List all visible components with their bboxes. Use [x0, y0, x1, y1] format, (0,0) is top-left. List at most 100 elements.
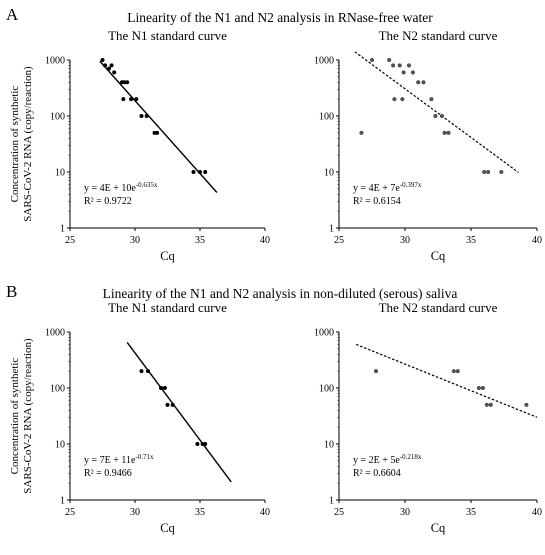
data-point — [373, 369, 379, 374]
data-point — [121, 97, 126, 102]
data-point — [134, 97, 139, 102]
data-point — [159, 386, 163, 390]
y-tick-label: 100 — [50, 112, 65, 123]
y-tick-label: 1000 — [314, 56, 334, 67]
data-point — [446, 130, 451, 135]
data-point — [442, 130, 447, 135]
data-point — [203, 442, 208, 446]
data-point — [203, 170, 208, 174]
trend-equation: y = 7E + 11e-0.71x — [84, 453, 154, 466]
data-point — [400, 97, 405, 102]
data-point — [429, 97, 434, 102]
data-point — [433, 113, 438, 119]
data-point — [439, 113, 445, 119]
data-point — [112, 70, 117, 75]
data-point — [392, 97, 397, 102]
x-tick-label: 40 — [260, 235, 270, 246]
x-tick-label: 30 — [130, 507, 140, 518]
panel-title-a: Linearity of the N1 and N2 analysis in R… — [127, 10, 433, 25]
x-tick-label: 25 — [334, 235, 344, 246]
data-point — [486, 169, 491, 175]
data-point — [499, 169, 504, 175]
y-axis-label: SARS-CoV-2 RNA (copy/reaction) — [22, 338, 34, 494]
data-point — [109, 63, 114, 68]
r-squared: R² = 0.6154 — [353, 196, 401, 207]
r-squared: R² = 0.9466 — [84, 468, 132, 479]
y-tick-label: 100 — [319, 384, 334, 395]
x-tick-label: 40 — [260, 507, 270, 518]
data-point — [155, 130, 160, 135]
r-squared: R² = 0.9722 — [84, 196, 132, 207]
data-point — [144, 114, 149, 118]
trend-equation: y = 4E + 7e-0.397x — [353, 181, 422, 194]
y-tick-label: 100 — [50, 384, 65, 395]
chart-a-n2: The N2 standard curve 25 30 35 40 1 10 100 1000 C… — [314, 28, 542, 263]
chart-title: The N1 standard curve — [108, 300, 227, 315]
data-point — [369, 57, 375, 63]
x-tick-label: 30 — [400, 235, 410, 246]
data-point — [195, 442, 200, 446]
x-tick-label: 35 — [466, 507, 476, 518]
data-point — [406, 63, 412, 68]
y-tick-label: 10 — [324, 440, 334, 451]
data-point — [524, 402, 529, 407]
data-point — [480, 385, 485, 391]
x-axis-label: Cq — [160, 249, 175, 263]
data-point — [129, 97, 134, 102]
x-tick-label: 35 — [195, 235, 205, 246]
data-point — [103, 63, 108, 68]
trend-equation: y = 2E + 5e-0.218x — [353, 453, 422, 466]
chart-title: The N1 standard curve — [108, 28, 227, 43]
data-point — [397, 63, 402, 68]
x-axis-label: Cq — [160, 521, 175, 535]
data-point — [416, 80, 421, 85]
x-tick-label: 35 — [195, 507, 205, 518]
chart-a-n1: The N1 standard curve 25 30 35 40 1 10 100 1000 C… — [9, 28, 270, 263]
chart-b-n2: The N2 standard curve 25 30 35 40 1 10 100 1000 C… — [314, 300, 542, 535]
trendline — [99, 60, 218, 193]
y-tick-label: 1 — [60, 496, 65, 507]
y-tick-label: 1000 — [314, 328, 334, 339]
chart-title: The N2 standard curve — [379, 300, 498, 315]
x-tick-label: 30 — [130, 235, 140, 246]
data-point — [401, 70, 406, 75]
x-tick-label: 35 — [466, 235, 476, 246]
x-axis-label: Cq — [431, 521, 446, 535]
data-point — [146, 369, 150, 374]
y-tick-label: 1 — [60, 224, 65, 235]
chart-title: The N2 standard curve — [379, 28, 498, 43]
y-tick-label: 1 — [329, 496, 334, 507]
y-axis-label: SARS-CoV-2 RNA (copy/reaction) — [22, 66, 34, 222]
data-point — [107, 66, 111, 71]
data-point — [198, 170, 202, 174]
data-point — [488, 402, 493, 407]
data-point — [391, 63, 396, 68]
trendline — [126, 342, 232, 483]
y-tick-label: 10 — [324, 168, 334, 179]
panel-letter-a: A — [6, 5, 19, 24]
y-axis-label: Concentration of synthetic — [9, 86, 21, 203]
data-point — [165, 402, 170, 407]
trend-equation: y = 4E + 10e-0.635x — [84, 181, 158, 194]
y-tick-label: 1000 — [45, 56, 65, 67]
data-point — [139, 369, 144, 374]
data-point — [482, 169, 487, 175]
y-tick-label: 10 — [55, 168, 65, 179]
data-point — [170, 402, 175, 407]
data-point — [359, 130, 364, 135]
data-point — [191, 170, 196, 174]
panel-title-b: Linearity of the N1 and N2 analysis in n… — [103, 286, 458, 301]
panel-letter-b: B — [6, 282, 17, 301]
data-point — [125, 80, 130, 85]
data-point — [410, 70, 415, 75]
data-point — [455, 369, 460, 374]
r-squared: R² = 0.6604 — [353, 468, 401, 479]
x-tick-label: 25 — [334, 507, 344, 518]
y-tick-label: 10 — [55, 440, 65, 451]
data-point — [421, 80, 426, 85]
x-tick-label: 40 — [532, 507, 542, 518]
x-tick-label: 40 — [532, 235, 542, 246]
data-point — [139, 114, 144, 118]
